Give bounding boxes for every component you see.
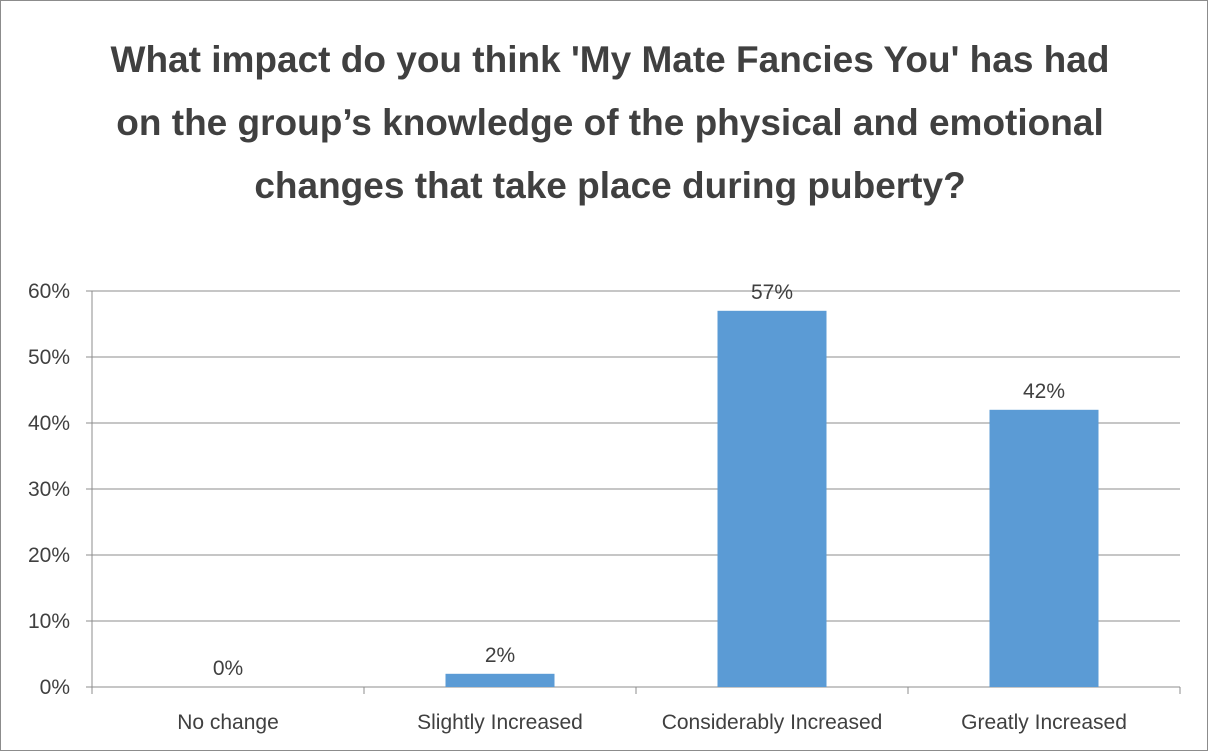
- y-tick-label: 20%: [28, 544, 70, 567]
- x-category-label: Slightly Increased: [417, 711, 583, 734]
- y-tick-label: 40%: [28, 412, 70, 435]
- data-labels: 0% 2% 57% 42%: [213, 281, 1065, 680]
- y-tick-label: 0%: [40, 676, 70, 699]
- x-category-label: Greatly Increased: [961, 711, 1127, 734]
- bars: [445, 310, 1099, 687]
- y-tick-label: 10%: [28, 610, 70, 633]
- axes: 0% 10% 20% 30% 40% 50% 60% No change Slightly In…: [28, 280, 1181, 734]
- x-category-label: No change: [177, 711, 279, 734]
- bar: [989, 409, 1099, 687]
- chart-title: What impact do you think 'My Mate Fancie…: [110, 39, 1110, 206]
- bar: [717, 310, 827, 687]
- y-tick-label: 50%: [28, 346, 70, 369]
- bar: [445, 673, 555, 687]
- y-tick-label: 60%: [28, 280, 70, 303]
- y-tick-label: 30%: [28, 478, 70, 501]
- data-label: 57%: [751, 281, 793, 304]
- data-label: 0%: [213, 657, 243, 680]
- data-label: 2%: [485, 644, 515, 667]
- data-label: 42%: [1023, 380, 1065, 403]
- x-category-label: Considerably Increased: [662, 711, 883, 734]
